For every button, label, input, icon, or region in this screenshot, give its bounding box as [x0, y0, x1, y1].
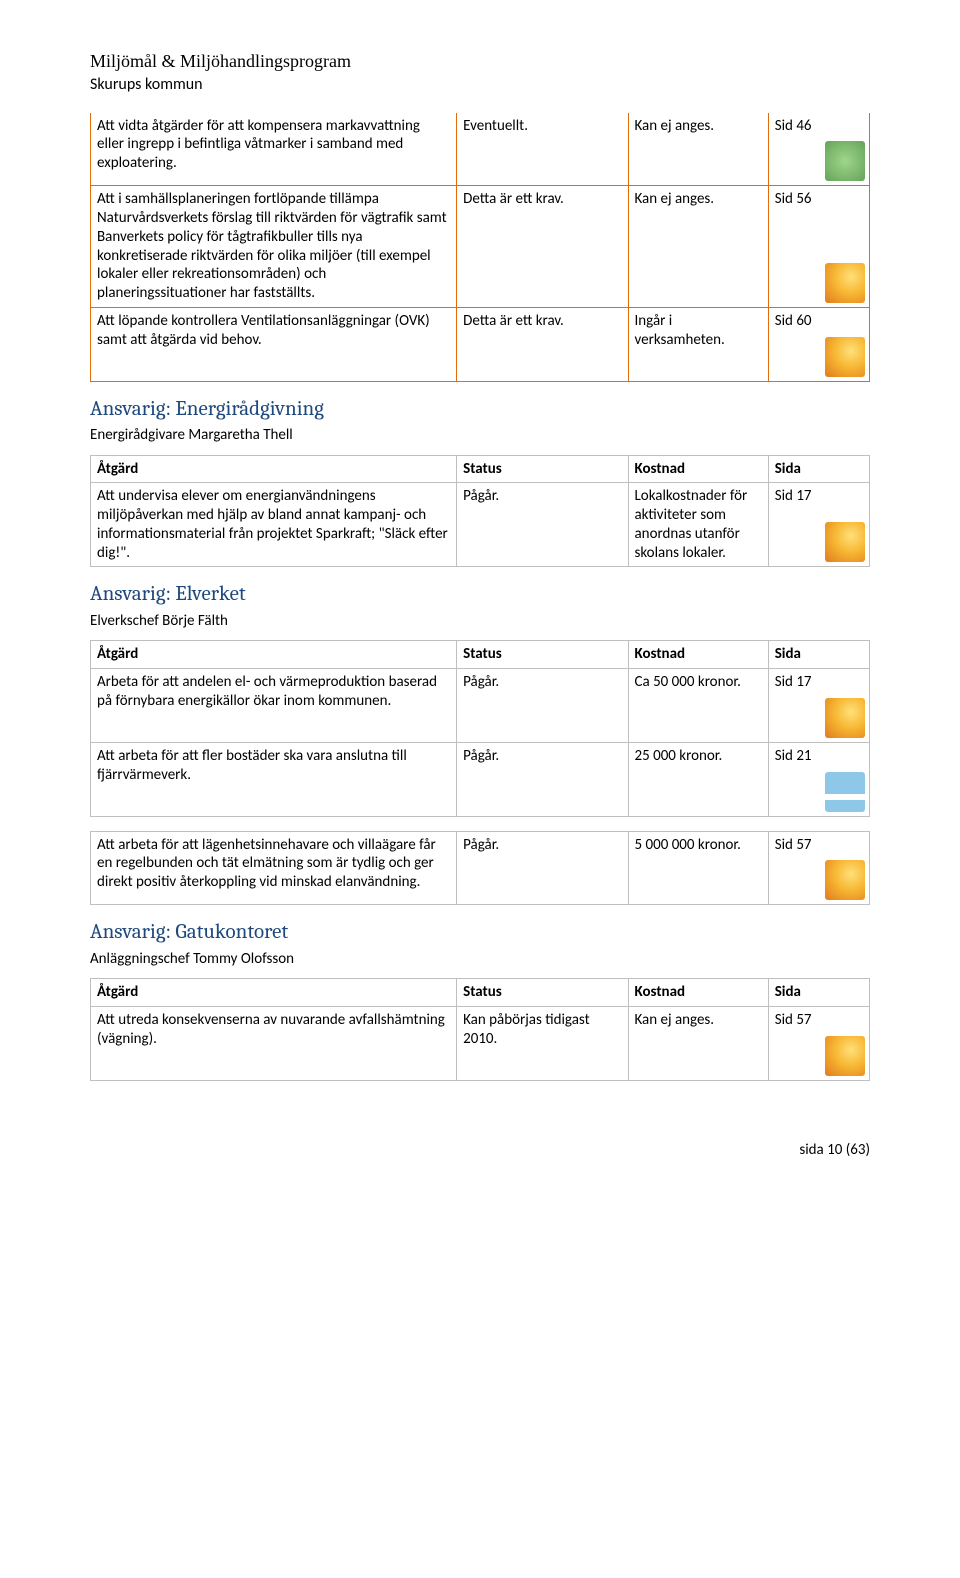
- section-heading-gatu: Ansvarig: Gatukontoret: [90, 919, 870, 945]
- col-sida: Sida: [768, 979, 869, 1007]
- table-row: Att vidta åtgärder för att kompensera ma…: [91, 113, 870, 186]
- sida-label: Sid 60: [775, 312, 863, 331]
- doc-title: Miljömål & Miljöhandlingsprogram: [90, 50, 870, 73]
- cell-kostnad: Lokalkostnader för aktiviteter som anord…: [628, 483, 768, 567]
- section-heading-energi: Ansvarig: Energirådgivning: [90, 396, 870, 422]
- goal-icon: [825, 263, 865, 303]
- col-status: Status: [457, 641, 628, 669]
- cell-atgard: Att löpande kontrollera Ventilationsanlä…: [91, 307, 457, 381]
- cell-status: Detta är ett krav.: [457, 307, 628, 381]
- cell-status: Pågår.: [457, 742, 628, 816]
- sida-label: Sid 17: [775, 487, 863, 506]
- section-sub-elverket: Elverkschef Börje Fälth: [90, 612, 870, 631]
- cell-status: Eventuellt.: [457, 113, 628, 186]
- table-row: Arbeta för att andelen el- och värmeprod…: [91, 669, 870, 743]
- table-header-row: Åtgärd Status Kostnad Sida: [91, 641, 870, 669]
- cell-atgard: Att arbeta för att fler bostäder ska var…: [91, 742, 457, 816]
- goal-icon: [825, 860, 865, 900]
- doc-subtitle: Skurups kommun: [90, 75, 870, 95]
- col-atgard: Åtgärd: [91, 641, 457, 669]
- table-row: Att utreda konsekvenserna av nuvarande a…: [91, 1007, 870, 1081]
- cell-sida: Sid 57: [768, 831, 869, 905]
- cell-kostnad: 25 000 kronor.: [628, 742, 768, 816]
- table-header-row: Åtgärd Status Kostnad Sida: [91, 979, 870, 1007]
- sida-label: Sid 21: [775, 747, 863, 766]
- table-row: Att undervisa elever om energianvändning…: [91, 483, 870, 567]
- table-row: Att i samhällsplaneringen fortlöpande ti…: [91, 186, 870, 308]
- cell-sida: Sid 21: [768, 742, 869, 816]
- sida-label: Sid 56: [775, 190, 863, 209]
- sida-label: Sid 57: [775, 836, 863, 855]
- table-elverket-a: Åtgärd Status Kostnad Sida Arbeta för at…: [90, 640, 870, 816]
- col-kostnad: Kostnad: [628, 455, 768, 483]
- col-sida: Sida: [768, 455, 869, 483]
- page-footer: sida 10 (63): [90, 1141, 870, 1160]
- table-row: Att löpande kontrollera Ventilationsanlä…: [91, 307, 870, 381]
- cell-kostnad: Ingår i verksamheten.: [628, 307, 768, 381]
- cell-status: Kan påbörjas tidigast 2010.: [457, 1007, 628, 1081]
- cell-kostnad: Kan ej anges.: [628, 1007, 768, 1081]
- table-row: Att arbeta för att fler bostäder ska var…: [91, 742, 870, 816]
- cell-kostnad: Ca 50 000 kronor.: [628, 669, 768, 743]
- section-sub-gatu: Anläggningschef Tommy Olofsson: [90, 950, 870, 969]
- cell-atgard: Att i samhällsplaneringen fortlöpande ti…: [91, 186, 457, 308]
- col-atgard: Åtgärd: [91, 455, 457, 483]
- cell-kostnad: Kan ej anges.: [628, 186, 768, 308]
- table-elverket-b: Att arbeta för att lägenhetsinnehavare o…: [90, 831, 870, 906]
- table-continuation: Att vidta åtgärder för att kompensera ma…: [90, 113, 870, 382]
- goal-icon: [825, 337, 865, 377]
- table-gatu: Åtgärd Status Kostnad Sida Att utreda ko…: [90, 978, 870, 1081]
- cell-status: Pågår.: [457, 483, 628, 567]
- col-status: Status: [457, 455, 628, 483]
- cell-atgard: Att arbeta för att lägenhetsinnehavare o…: [91, 831, 457, 905]
- section-sub-energi: Energirådgivare Margaretha Thell: [90, 426, 870, 445]
- section-heading-elverket: Ansvarig: Elverket: [90, 581, 870, 607]
- table-header-row: Åtgärd Status Kostnad Sida: [91, 455, 870, 483]
- goal-icon: [825, 698, 865, 738]
- cell-atgard: Att undervisa elever om energianvändning…: [91, 483, 457, 567]
- cell-status: Detta är ett krav.: [457, 186, 628, 308]
- col-atgard: Åtgärd: [91, 979, 457, 1007]
- sida-label: Sid 17: [775, 673, 863, 692]
- cell-atgard: Arbeta för att andelen el- och värmeprod…: [91, 669, 457, 743]
- cell-sida: Sid 17: [768, 483, 869, 567]
- cell-sida: Sid 56: [768, 186, 869, 308]
- goal-icon: [825, 141, 865, 181]
- cell-kostnad: Kan ej anges.: [628, 113, 768, 186]
- cell-sida: Sid 57: [768, 1007, 869, 1081]
- cell-status: Pågår.: [457, 669, 628, 743]
- table-energi: Åtgärd Status Kostnad Sida Att undervisa…: [90, 455, 870, 568]
- col-sida: Sida: [768, 641, 869, 669]
- cell-atgard: Att vidta åtgärder för att kompensera ma…: [91, 113, 457, 186]
- goal-icon: [825, 772, 865, 812]
- cell-kostnad: 5 000 000 kronor.: [628, 831, 768, 905]
- cell-atgard: Att utreda konsekvenserna av nuvarande a…: [91, 1007, 457, 1081]
- table-row: Att arbeta för att lägenhetsinnehavare o…: [91, 831, 870, 905]
- cell-sida: Sid 46: [768, 113, 869, 186]
- col-kostnad: Kostnad: [628, 979, 768, 1007]
- sida-label: Sid 57: [775, 1011, 863, 1030]
- col-kostnad: Kostnad: [628, 641, 768, 669]
- cell-sida: Sid 60: [768, 307, 869, 381]
- goal-icon: [825, 1036, 865, 1076]
- goal-icon: [825, 522, 865, 562]
- col-status: Status: [457, 979, 628, 1007]
- cell-status: Pågår.: [457, 831, 628, 905]
- sida-label: Sid 46: [775, 117, 863, 136]
- cell-sida: Sid 17: [768, 669, 869, 743]
